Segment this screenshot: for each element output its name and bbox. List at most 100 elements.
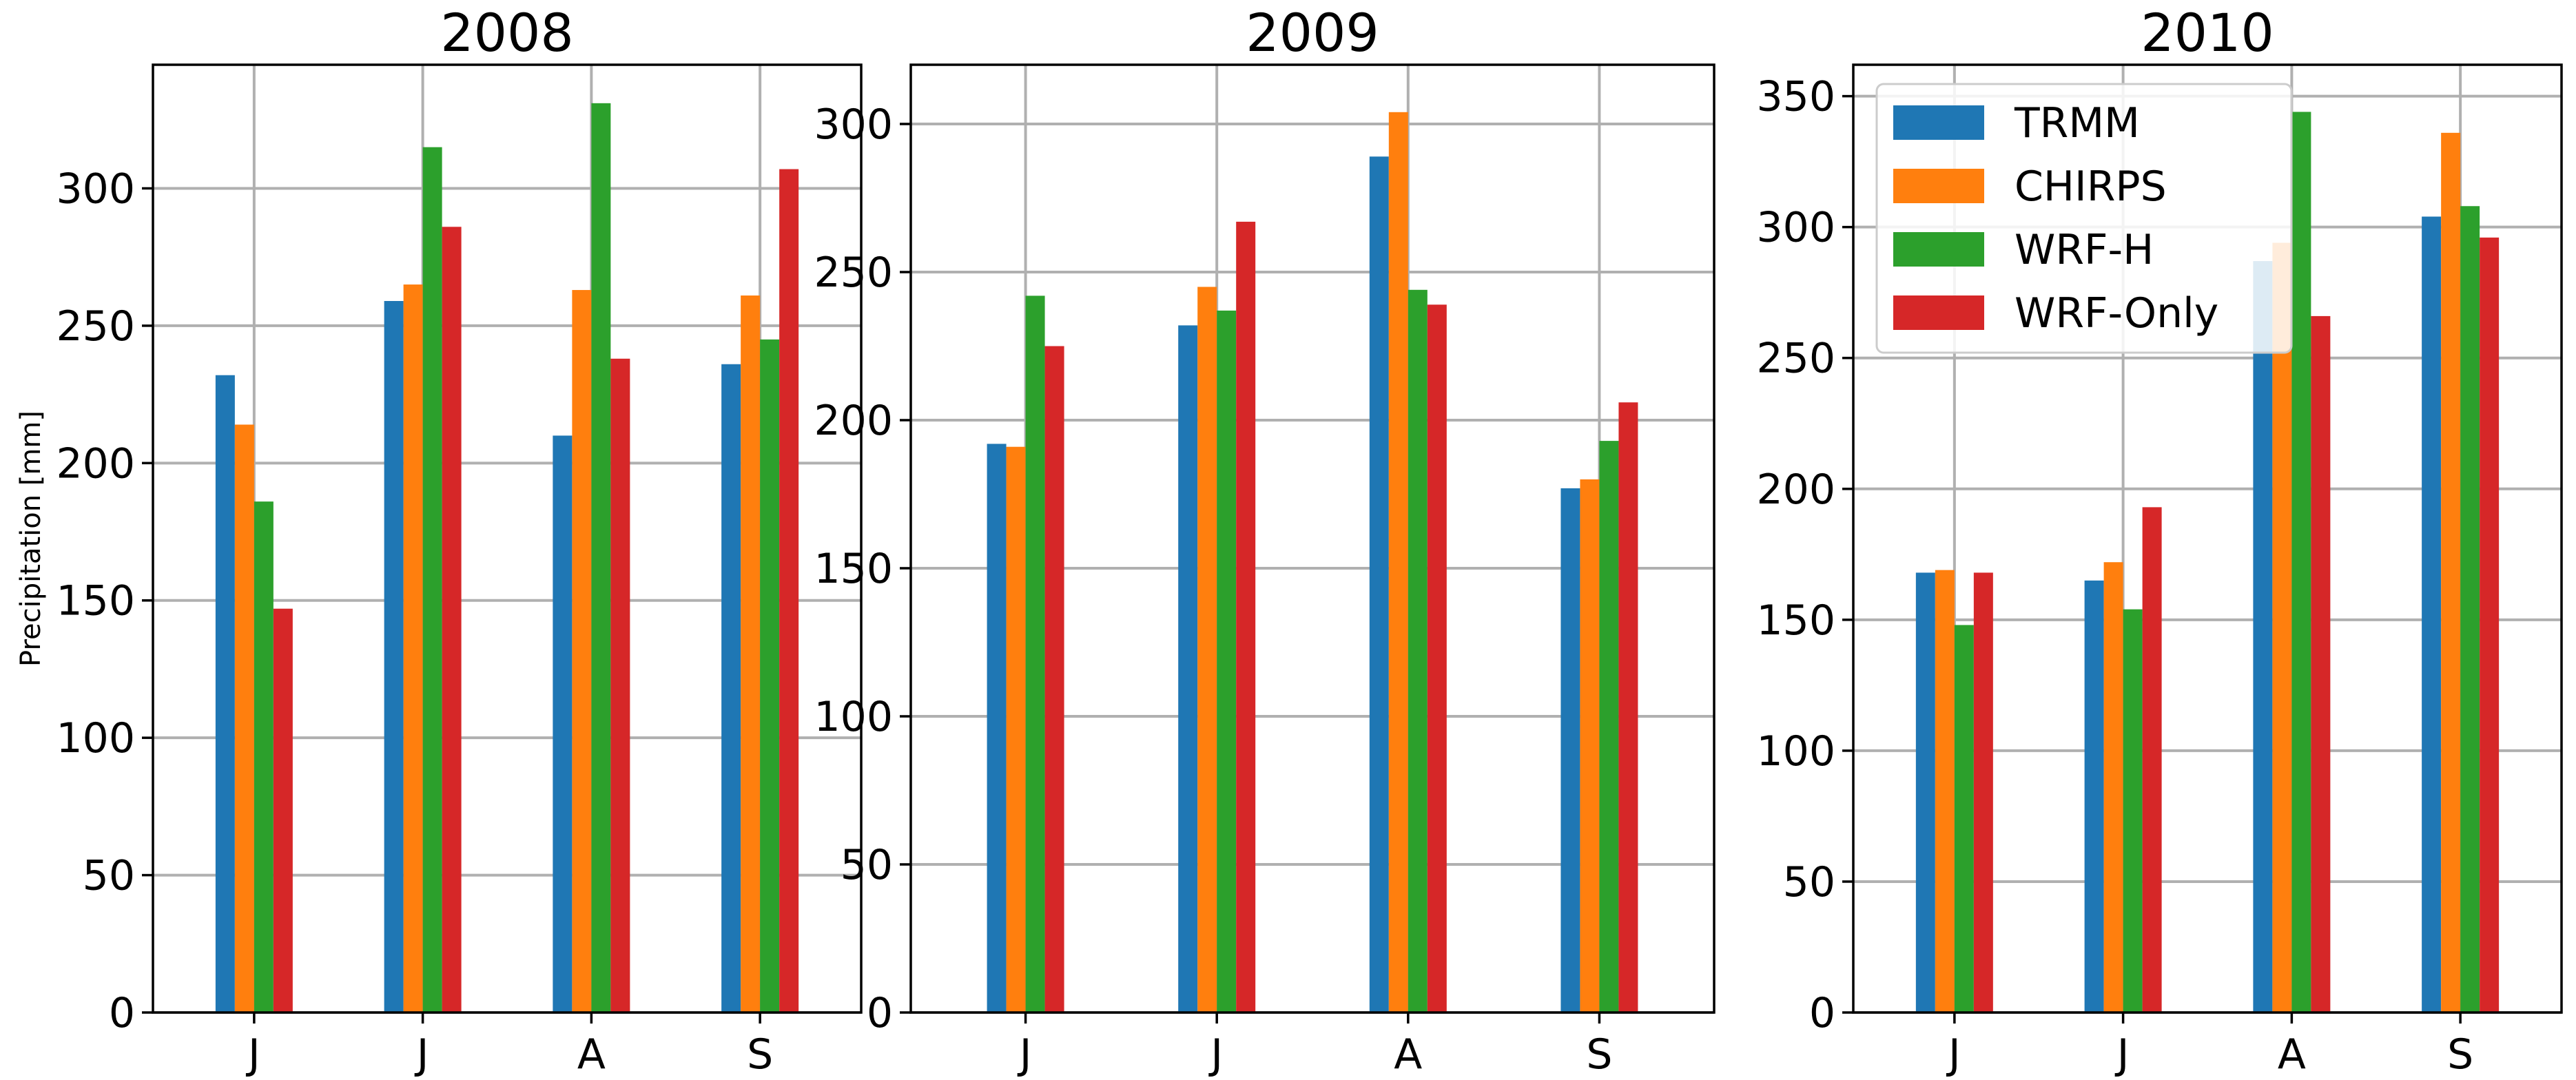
bar-wrf-h [1408,289,1428,1013]
bar-wrf-h [1025,295,1045,1013]
bar-wrf-only [1236,221,1256,1013]
bar-trmm [215,375,235,1013]
y-tick-label: 200 [56,439,135,488]
y-tick-label: 150 [1756,596,1835,645]
x-tick-label: S [747,1030,773,1079]
y-tick-label: 100 [56,714,135,762]
bar-wrf-h [254,501,274,1013]
bar-chirps [1006,446,1026,1013]
bar-wrf-h [2123,609,2143,1013]
y-tick-label: 250 [56,302,135,351]
bar-wrf-only [779,169,799,1013]
bars [987,112,1638,1013]
bar-trmm [1560,488,1580,1013]
chart-title: 2008 [440,2,573,63]
legend-swatch [1893,295,1984,330]
y-tick-label: 300 [56,165,135,213]
bar-wrf-h [1217,310,1237,1013]
bar-wrf-h [2291,112,2311,1013]
bar-chirps [572,290,592,1013]
legend-swatch [1893,169,1984,203]
plot-frame [909,63,1715,1014]
y-tick-label: 250 [1756,335,1835,383]
bar-trmm [987,444,1007,1013]
y-tick-label: 350 [1756,73,1835,121]
legend-entry-trmm: TRMM [1893,99,2140,147]
y-tick-label: 0 [109,989,135,1037]
bar-trmm [2422,216,2442,1013]
bar-chirps [741,295,761,1013]
bar-wrf-only [2311,315,2331,1013]
legend-entry-chirps: CHIRPS [1893,163,2167,211]
bar-chirps [2272,242,2292,1013]
bar-chirps [234,424,254,1013]
panel-2009: 0 50 100 150 200 250 300 J J A S 2009 [814,2,1715,1079]
x-tick-label: A [2278,1030,2306,1079]
bar-wrf-h [422,147,442,1013]
y-tick-label: 50 [1783,858,1835,906]
bar-trmm [1915,572,1935,1013]
bar-wrf-h [760,339,780,1013]
bar-chirps [403,284,423,1013]
legend-label: CHIRPS [2015,163,2167,211]
x-tick-label: J [2114,1030,2130,1079]
legend-box [1875,83,2293,354]
bar-chirps [2103,562,2123,1013]
chart-title: 2009 [1246,2,1379,63]
bar-wrf-only [2480,237,2500,1013]
y-axis-label: Precipitation [mm] [15,411,47,667]
legend-label: WRF-Only [2015,289,2218,338]
y-tick-label: 50 [83,852,135,900]
legend-entry-wrf-h: WRF-H [1893,226,2154,274]
bar-wrf-only [273,608,293,1013]
x-tick-label: S [1586,1030,1612,1079]
bar-chirps [1580,479,1600,1013]
x-tick-label: J [1017,1030,1032,1079]
panel-2010: 0 50 100 150 200 250 300 350 J J A S 2010 TRMM CHI… [1756,2,2563,1079]
bar-chirps [1388,112,1408,1013]
bars [215,103,799,1013]
y-axis: 0 50 100 150 200 250 300 [56,165,153,1037]
x-tick-label: J [1208,1030,1223,1079]
y-tick-label: 0 [1809,989,1835,1037]
plot-frame [152,63,863,1014]
y-tick-label: 300 [1756,204,1835,252]
y-axis: 0 50 100 150 200 250 300 [814,101,911,1037]
bar-wrf-only [1427,304,1447,1013]
y-tick-label: 50 [841,841,893,889]
y-tick-label: 100 [814,693,893,741]
y-tick-label: 100 [1756,727,1835,776]
bar-wrf-h [2460,206,2480,1013]
bar-chirps [1935,570,1955,1013]
legend-entry-wrf-only: WRF-Only [1893,289,2218,338]
bar-trmm [721,364,741,1013]
legend-label: TRMM [2014,99,2140,147]
bar-wrf-h [591,103,611,1013]
bar-trmm [1178,325,1198,1013]
bar-trmm [553,435,573,1013]
x-tick-label: A [577,1030,606,1079]
bar-wrf-h [1954,625,1974,1013]
y-tick-label: 300 [814,101,893,149]
x-tick-label: S [2447,1030,2473,1079]
bar-wrf-only [1618,402,1638,1013]
bar-wrf-h [1599,441,1619,1013]
bar-trmm [2084,580,2104,1013]
bar-wrf-only [2142,507,2162,1013]
bar-wrf-only [610,358,630,1013]
legend-label: WRF-H [2015,226,2154,274]
bar-chirps [2441,132,2461,1013]
x-tick-label: J [245,1030,260,1079]
legend-swatch [1893,105,1984,140]
bar-trmm [1369,156,1389,1013]
y-tick-label: 150 [56,577,135,625]
bar-wrf-only [1973,572,1993,1013]
bar-trmm [2253,261,2273,1013]
y-axis: 0 50 100 150 200 250 300 350 [1756,73,1853,1037]
panel-2008: 0 50 100 150 200 250 300 J J A S 2008 Precipitati… [15,2,863,1079]
bars [1915,112,2500,1013]
